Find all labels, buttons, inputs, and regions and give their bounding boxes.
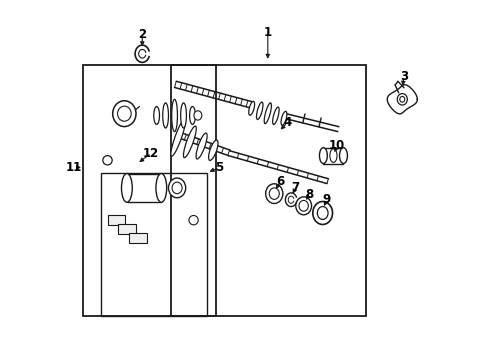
Text: 6: 6 (276, 175, 284, 188)
Bar (126, 174, 161, 202)
Circle shape (102, 156, 112, 165)
Ellipse shape (156, 174, 166, 202)
Ellipse shape (180, 103, 186, 128)
Ellipse shape (183, 126, 196, 158)
Ellipse shape (256, 102, 263, 120)
Circle shape (188, 216, 198, 225)
Text: 3: 3 (399, 69, 407, 82)
Bar (171, 65, 366, 316)
Text: 5: 5 (215, 161, 223, 174)
Ellipse shape (171, 99, 177, 132)
Ellipse shape (196, 133, 207, 159)
Ellipse shape (281, 111, 286, 125)
Text: 1: 1 (263, 27, 271, 40)
Bar (323, 148, 343, 163)
Ellipse shape (312, 202, 332, 225)
Bar (83, 65, 215, 316)
Text: 2: 2 (138, 28, 146, 41)
Text: 9: 9 (322, 193, 330, 206)
Ellipse shape (248, 101, 254, 115)
Ellipse shape (272, 107, 279, 125)
Ellipse shape (153, 107, 159, 125)
FancyBboxPatch shape (118, 224, 136, 234)
Text: 12: 12 (143, 147, 159, 159)
Ellipse shape (170, 119, 185, 156)
Ellipse shape (121, 174, 132, 202)
Text: 11: 11 (66, 161, 82, 174)
Ellipse shape (295, 197, 311, 215)
FancyBboxPatch shape (129, 233, 147, 243)
Text: 10: 10 (328, 139, 345, 152)
Ellipse shape (172, 182, 182, 194)
Ellipse shape (396, 94, 407, 105)
Bar (101, 173, 206, 316)
Ellipse shape (264, 103, 271, 124)
Ellipse shape (317, 207, 327, 220)
Ellipse shape (339, 148, 346, 163)
Ellipse shape (399, 96, 404, 102)
Ellipse shape (269, 188, 279, 199)
FancyBboxPatch shape (107, 215, 125, 225)
Ellipse shape (319, 148, 326, 163)
Ellipse shape (117, 106, 131, 121)
Ellipse shape (194, 111, 202, 120)
Text: 7: 7 (291, 181, 299, 194)
Ellipse shape (329, 149, 336, 162)
Ellipse shape (265, 184, 282, 203)
Ellipse shape (189, 107, 195, 125)
Text: 4: 4 (283, 116, 291, 129)
Ellipse shape (298, 201, 308, 211)
Ellipse shape (163, 103, 168, 128)
Ellipse shape (208, 140, 218, 161)
Ellipse shape (112, 101, 136, 127)
Text: 8: 8 (305, 188, 312, 201)
Ellipse shape (168, 178, 185, 198)
